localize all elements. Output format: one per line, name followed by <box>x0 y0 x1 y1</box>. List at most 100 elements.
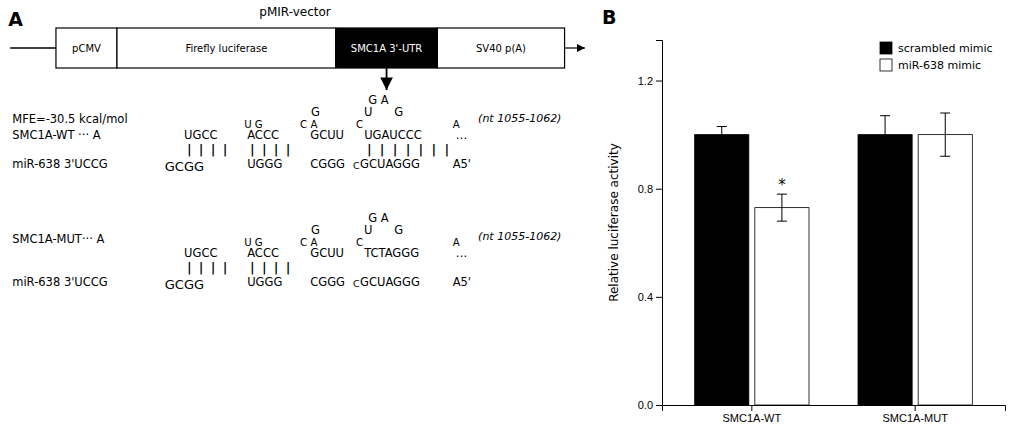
legend-label: scrambled mimic <box>898 42 993 55</box>
vector-arrow <box>565 47 585 48</box>
annotation: G <box>394 105 403 119</box>
annotation: C <box>356 237 363 248</box>
annotation: C <box>353 278 360 289</box>
annotation: GCUAGGG <box>360 275 420 289</box>
legend-item: scrambled mimic <box>880 42 993 55</box>
error-bar-cap <box>940 156 950 157</box>
error-bar <box>777 194 787 221</box>
annotation: TCTAGGG <box>363 246 419 260</box>
error-bar-cap <box>880 115 890 116</box>
plot-area <box>695 113 973 405</box>
annotation: SMC1A-WT ··· A <box>12 128 101 142</box>
error-bar <box>940 113 950 156</box>
legend-swatch <box>880 42 892 54</box>
y-axis: 0.0 0.4 0.8 1.2 <box>638 41 663 412</box>
bar <box>695 135 749 405</box>
y-tick: 0.8 <box>638 183 662 195</box>
vector-segment-label: pCMV <box>72 43 101 54</box>
annotation: | | | | | | | <box>367 143 451 157</box>
y-tick: 0.4 <box>638 291 662 303</box>
error-bar-stem <box>885 116 886 154</box>
panel-b: 0.00.40.81.2SMC1A-WTSMC1A-MUTRelative lu… <box>602 6 1006 424</box>
error-bar <box>717 127 727 143</box>
x-tick-label: SMC1A-MUT <box>882 412 948 424</box>
error-bar-cap <box>777 221 787 222</box>
y-tick-mark <box>656 405 662 406</box>
annotation: | | | | <box>187 143 229 157</box>
bar-series <box>755 113 972 405</box>
error-bar-cap <box>880 153 890 154</box>
annotation: UGCC <box>184 128 217 142</box>
annotation: SMC1A-MUT··· A <box>12 232 104 246</box>
y-tick: 0.0 <box>638 399 662 411</box>
vector-segment-label: SV40 p(A) <box>476 43 526 54</box>
annotation: U <box>364 105 372 119</box>
annotation: GCGG <box>165 159 204 174</box>
diagram-title: pMIR-vector <box>259 5 330 19</box>
annotation: GCUU <box>310 128 344 142</box>
x-tick-label: SMC1A-WT <box>722 412 781 424</box>
figure: pMIR-vectorpCMVFirefly luciferaseSMC1A 3… <box>0 0 1019 443</box>
error-bar <box>880 116 890 154</box>
panel-a: pMIR-vectorpCMVFirefly luciferaseSMC1A 3… <box>8 5 585 292</box>
annotation: (nt 1055-1062) <box>478 230 561 243</box>
annotation: UGAUCCC <box>364 128 422 142</box>
annotation: … <box>456 128 468 142</box>
error-bar-cap <box>717 142 727 143</box>
x-tick-mark <box>751 405 752 411</box>
error-bar-stem <box>721 127 722 143</box>
annotation: ACCC <box>247 246 279 260</box>
y-tick-mark <box>656 189 662 190</box>
annotation: | | | | <box>250 261 292 275</box>
y-tick-mark <box>656 297 662 298</box>
panel-label: B <box>602 6 616 28</box>
y-tick-label: 0.4 <box>638 291 653 303</box>
vector-segment-label: Firefly luciferase <box>185 43 267 54</box>
x-tick-mark <box>915 405 916 411</box>
annotation: | | | | <box>187 261 229 275</box>
legend-swatch <box>880 59 892 71</box>
vector-line <box>10 47 56 49</box>
y-tick-mark <box>656 81 662 82</box>
annotation: miR-638 3'UCCG <box>12 157 108 171</box>
annotation: GCUU <box>310 246 344 260</box>
error-bar-cap <box>717 126 727 127</box>
y-tick-label: 0.0 <box>638 399 653 411</box>
annotation: A5' <box>453 157 471 171</box>
legend-item: miR-638 mimic <box>880 59 981 72</box>
annotation: G <box>394 223 403 237</box>
annotation: UGGG <box>247 275 282 289</box>
bar <box>755 208 809 405</box>
down-arrow <box>386 68 388 90</box>
annotation: G <box>311 105 320 119</box>
y-tick: 1.2 <box>638 75 662 87</box>
annotation: GCUAGGG <box>360 157 420 171</box>
annotation: CGGG <box>310 275 345 289</box>
legend: scrambled mimic miR-638 mimic <box>880 42 993 72</box>
annotation: C <box>356 119 363 130</box>
annotation: miR-638 3'UCCG <box>12 275 108 289</box>
y-tick-label: 0.8 <box>638 183 653 195</box>
panel-label: A <box>8 8 23 30</box>
annotation: MFE=-30.5 kcal/mol <box>12 112 127 126</box>
annotation: UGGG <box>247 157 282 171</box>
error-bar-cap <box>940 113 950 114</box>
x-tick: SMC1A-WT <box>722 405 781 424</box>
annotation: (nt 1055-1062) <box>478 112 561 125</box>
annotation: A5' <box>453 275 471 289</box>
annotation: | | | | <box>250 143 292 157</box>
bar <box>858 135 912 405</box>
annotation: … <box>456 246 468 260</box>
y-axis-line <box>656 41 663 406</box>
legend-label: miR-638 mimic <box>898 59 981 72</box>
significance-label: * <box>778 176 786 194</box>
bar <box>918 135 972 405</box>
vector-segment <box>437 28 564 68</box>
annotation: UGCC <box>184 246 217 260</box>
vector-segment <box>336 28 438 68</box>
error-bar-stem <box>945 113 946 156</box>
annotation: GCGG <box>165 277 204 292</box>
annotation: CGGG <box>310 157 345 171</box>
vector-segment <box>117 28 336 68</box>
annotation: G <box>311 223 320 237</box>
